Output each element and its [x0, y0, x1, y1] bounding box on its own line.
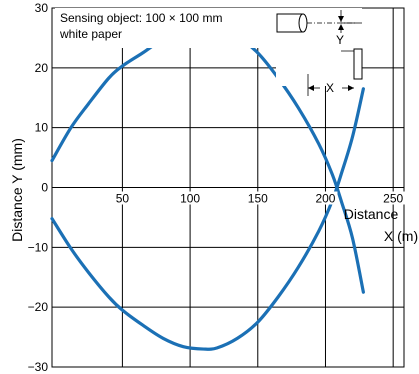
sensor-lens	[298, 13, 308, 33]
x-tick-label: 50	[116, 192, 130, 206]
y-tick-label: 30	[35, 1, 49, 15]
x-axis-title-line-2: X (m)	[384, 228, 418, 244]
y-tick-label: −20	[28, 300, 49, 314]
y-tick-label: 20	[35, 61, 49, 75]
annotation-box	[55, 8, 277, 48]
inset-y-label: Y	[336, 33, 344, 47]
y-tick-label: 0	[41, 181, 48, 195]
x-tick-label: 100	[180, 192, 200, 206]
x-tick-label-bg	[381, 191, 406, 205]
x-tick-label: 200	[315, 192, 335, 206]
y-axis-title: Distance Y (mm)	[9, 138, 25, 242]
y-tick-label: −30	[28, 360, 49, 374]
x-tick-label-bg	[245, 191, 270, 205]
sensor-inset-diagram: Y X	[276, 8, 363, 96]
annotation-line-1: Sensing object: 100 × 100 mm	[60, 11, 222, 25]
annotation-line-2: white paper	[59, 27, 122, 41]
x-axis-title-line-1: Distance	[344, 206, 399, 222]
y-tick-label: 10	[35, 121, 49, 135]
x-tick-label-bg	[178, 191, 203, 205]
x-tick-label-bg	[313, 191, 338, 205]
inset-x-label: X	[326, 81, 334, 95]
target-object	[353, 48, 363, 80]
y-tick-label: −10	[28, 240, 49, 254]
x-tick-label: 250	[383, 192, 403, 206]
x-tick-label: 150	[248, 192, 268, 206]
x-tick-label-bg	[110, 191, 135, 205]
